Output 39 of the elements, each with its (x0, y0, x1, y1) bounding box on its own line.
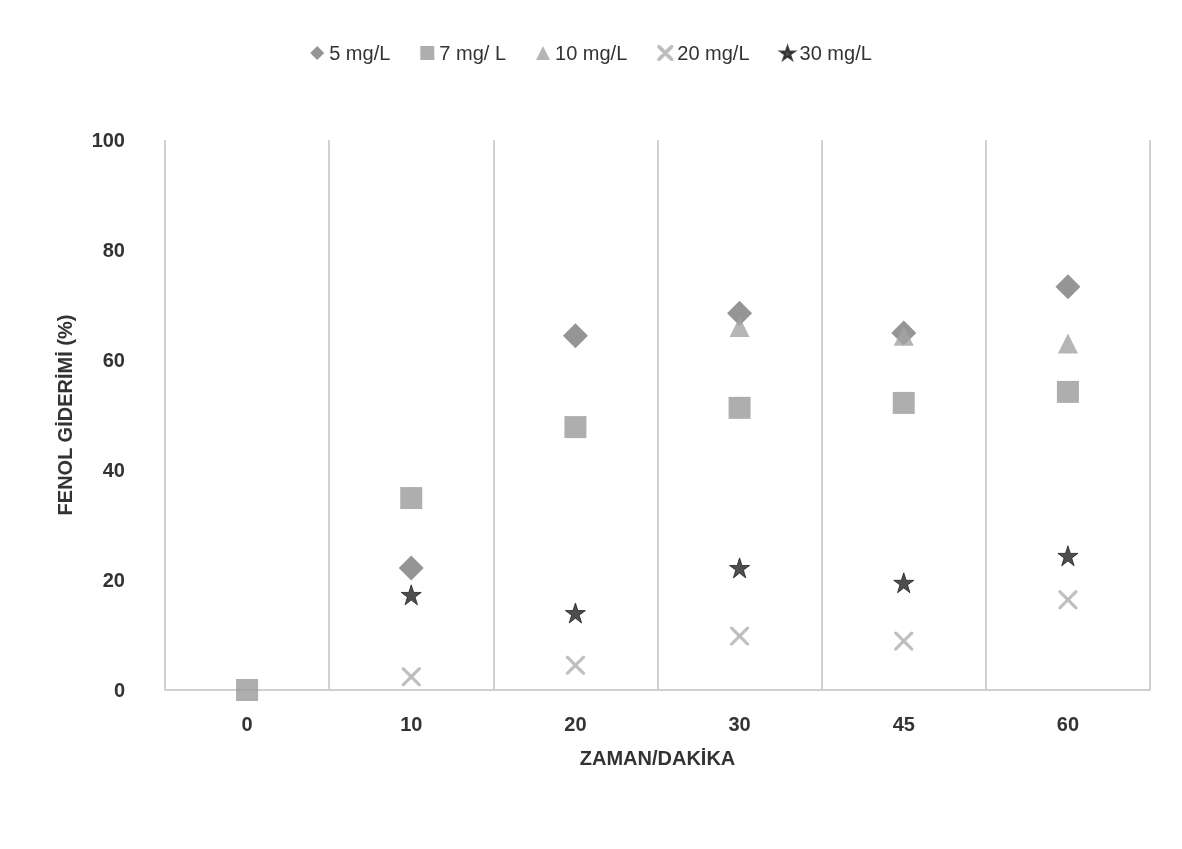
legend-label: 20 mg/L (677, 42, 750, 64)
point (894, 631, 914, 651)
point (1057, 333, 1078, 354)
y-tick-label: 0 (113, 679, 125, 701)
point (564, 416, 587, 439)
point (729, 557, 751, 579)
point (892, 391, 915, 414)
point (730, 626, 750, 646)
legend-label: 5 mg/L (329, 42, 391, 64)
x-axis-title: ZAMAN/DAKİKA (579, 747, 736, 769)
y-tick-label: 80 (102, 239, 125, 261)
point (562, 323, 588, 349)
point (1055, 274, 1081, 300)
point (400, 584, 422, 606)
x-tick-label: 20 (564, 713, 587, 735)
x-tick-label: 0 (241, 713, 253, 735)
x-tick-label: 30 (728, 713, 751, 735)
legend-label: 30 mg/L (799, 42, 872, 64)
point (236, 679, 259, 701)
point (1058, 590, 1078, 610)
point (400, 487, 423, 510)
point (1056, 380, 1079, 403)
y-tick-label: 60 (102, 349, 125, 371)
legend-label: 7 mg/ L (439, 42, 507, 64)
y-tick-label: 40 (102, 459, 125, 481)
y-tick-label: 20 (102, 569, 125, 591)
x-tick-label: 10 (400, 713, 423, 735)
point (728, 396, 751, 419)
legend-label: 10 mg/L (555, 42, 628, 64)
point (398, 555, 424, 581)
point (727, 300, 753, 326)
point (564, 602, 586, 624)
x-tick-label: 45 (892, 713, 915, 735)
point (729, 317, 750, 337)
y-axis-title: FENOL GİDERİMİ (%) (54, 314, 76, 516)
point (1057, 545, 1079, 567)
y-tick-label: 100 (91, 129, 125, 151)
x-tick-label: 60 (1056, 713, 1080, 735)
point (893, 572, 915, 594)
